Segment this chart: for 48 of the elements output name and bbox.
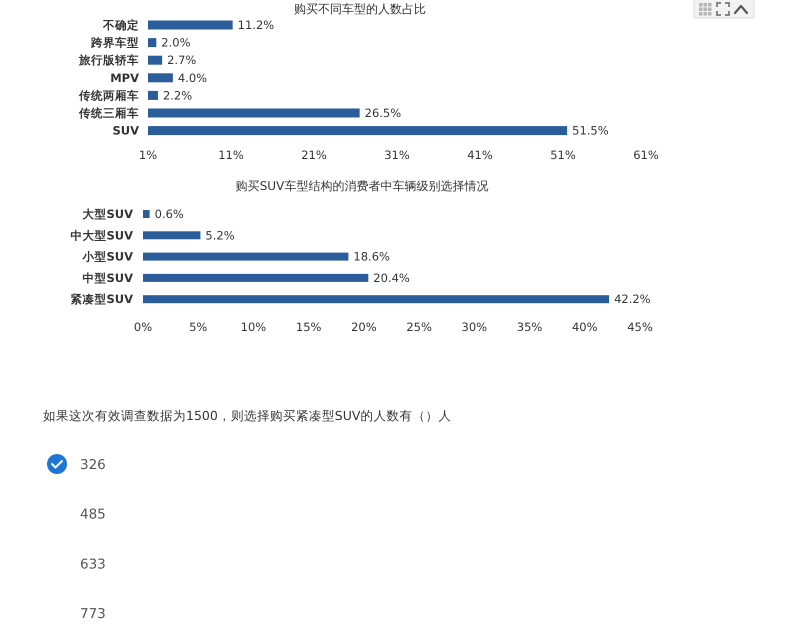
x-tick-label: 11% [218,148,244,162]
x-tick-label: 0% [134,320,152,334]
y-tick-label: 旅行版轿车 [78,53,139,68]
data-label: 26.5% [364,106,402,120]
text: 如果这次有效调查数据为1500，则选择购买紧凑型SUV的人数有（）人 [43,408,452,423]
y-tick-label: SUV [112,124,140,138]
data-label: 4.0% [178,70,208,85]
y-tick-label: 传统三厢车 [78,106,139,120]
x-tick-label: 10% [240,320,266,334]
x-tick-label: 5% [189,320,208,334]
x-tick-label: 40% [572,320,598,334]
data-label: 51.5% [572,124,609,138]
y-tick-label: 中型SUV [82,270,134,285]
data-label: 20.4% [373,270,410,285]
text: 633 [80,556,106,572]
chart-title: 购买SUV车型结构的消费者中车辆级别选择情况 [236,179,488,193]
y-tick-label: 大型SUV [82,207,134,221]
data-label: 0.6% [154,207,184,221]
x-tick-label: 35% [516,320,542,334]
chart-title: 购买不同车型的人数占比 [294,2,426,16]
data-label: 18.6% [353,250,390,264]
x-tick-label: 30% [462,320,488,334]
text: 773 [80,606,106,622]
y-tick-label: 小型SUV [81,250,134,264]
y-tick-label: MPV [110,70,140,85]
x-tick-label: 25% [406,320,432,334]
y-tick-label: 中大型SUV [70,228,134,242]
data-label: 2.0% [161,36,191,50]
data-label: 2.7% [167,53,196,68]
x-tick-label: 61% [633,148,659,162]
x-tick-label: 51% [550,148,576,162]
data-label: 42.2% [614,292,651,306]
data-label: 2.2% [162,88,192,102]
x-tick-label: 41% [467,148,493,162]
y-tick-label: 传统两厢车 [78,88,139,102]
y-tick-label: 不确定 [102,18,139,32]
text: 485 [80,506,106,523]
x-tick-label: 1% [138,148,158,162]
data-label: 5.2% [205,228,235,242]
x-tick-label: 45% [627,320,653,334]
text: 326 [80,457,106,473]
x-tick-label: 31% [384,148,410,162]
y-tick-label: 跨界车型 [90,36,139,50]
x-tick-label: 15% [296,320,322,334]
data-label: 11.2% [238,18,274,32]
x-tick-label: 21% [301,148,327,162]
x-tick-label: 20% [351,320,377,334]
y-tick-label: 紧凑型SUV [70,292,134,306]
